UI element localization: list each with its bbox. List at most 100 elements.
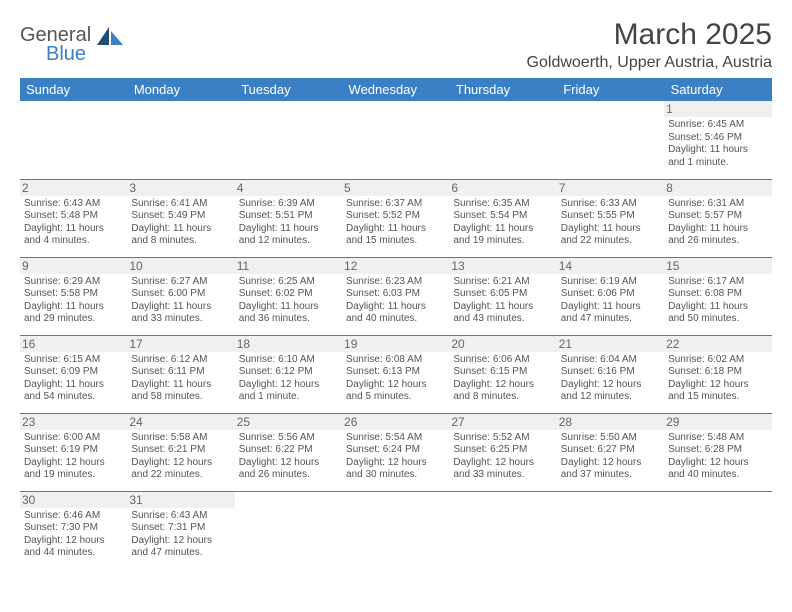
day-number: 13: [449, 258, 556, 274]
cell-line: Daylight: 11 hours: [561, 301, 660, 314]
cell-line: and 1 minute.: [668, 157, 767, 170]
cell-line: Daylight: 11 hours: [131, 223, 230, 236]
day-number: 5: [342, 180, 449, 196]
cell-line: and 30 minutes.: [346, 469, 445, 482]
cell-line: Sunrise: 6:21 AM: [453, 276, 552, 289]
cell-line: and 58 minutes.: [131, 391, 230, 404]
day-number: 14: [557, 258, 664, 274]
cell-line: and 8 minutes.: [453, 391, 552, 404]
cell-line: Sunrise: 6:29 AM: [24, 276, 123, 289]
cell-line: Sunrise: 6:33 AM: [561, 198, 660, 211]
cell-line: Sunrise: 6:23 AM: [346, 276, 445, 289]
cell-line: and 15 minutes.: [668, 391, 767, 404]
calendar-row: 30Sunrise: 6:46 AMSunset: 7:30 PMDayligh…: [20, 491, 772, 569]
cell-line: and 22 minutes.: [561, 235, 660, 248]
cell-line: Sunrise: 6:43 AM: [131, 510, 230, 523]
cell-line: Sunset: 5:49 PM: [131, 210, 230, 223]
cell-line: Daylight: 11 hours: [131, 379, 230, 392]
calendar-cell: 20Sunrise: 6:06 AMSunset: 6:15 PMDayligh…: [449, 335, 556, 413]
cell-line: Sunrise: 6:31 AM: [668, 198, 767, 211]
cell-line: Daylight: 11 hours: [239, 223, 338, 236]
calendar-cell: [20, 101, 127, 179]
cell-line: Sunset: 6:11 PM: [131, 366, 230, 379]
cell-line: Daylight: 11 hours: [346, 223, 445, 236]
cell-line: and 8 minutes.: [131, 235, 230, 248]
title-block: March 2025 Goldwoerth, Upper Austria, Au…: [527, 18, 772, 72]
cell-line: Sunset: 7:30 PM: [24, 522, 123, 535]
cell-line: and 12 minutes.: [561, 391, 660, 404]
cell-line: Sunset: 5:48 PM: [24, 210, 123, 223]
calendar-cell: 6Sunrise: 6:35 AMSunset: 5:54 PMDaylight…: [449, 179, 556, 257]
cell-line: Daylight: 11 hours: [668, 144, 767, 157]
cell-line: and 4 minutes.: [24, 235, 123, 248]
day-number: 30: [20, 492, 127, 508]
page-header: General Blue March 2025 Goldwoerth, Uppe…: [20, 18, 772, 72]
cell-line: Daylight: 12 hours: [668, 457, 767, 470]
cell-line: Daylight: 12 hours: [561, 457, 660, 470]
calendar-cell: 19Sunrise: 6:08 AMSunset: 6:13 PMDayligh…: [342, 335, 449, 413]
calendar-row: 2Sunrise: 6:43 AMSunset: 5:48 PMDaylight…: [20, 179, 772, 257]
cell-line: Sunrise: 5:48 AM: [668, 432, 767, 445]
cell-line: Daylight: 11 hours: [668, 223, 767, 236]
calendar-row: 16Sunrise: 6:15 AMSunset: 6:09 PMDayligh…: [20, 335, 772, 413]
calendar-cell: 13Sunrise: 6:21 AMSunset: 6:05 PMDayligh…: [449, 257, 556, 335]
cell-line: and 44 minutes.: [24, 547, 123, 560]
cell-line: Sunrise: 6:15 AM: [24, 354, 123, 367]
weekday-header: Thursday: [449, 78, 556, 101]
cell-line: Sunset: 6:00 PM: [131, 288, 230, 301]
calendar-row: 23Sunrise: 6:00 AMSunset: 6:19 PMDayligh…: [20, 413, 772, 491]
cell-line: Daylight: 12 hours: [561, 379, 660, 392]
cell-line: Daylight: 12 hours: [346, 379, 445, 392]
cell-line: and 12 minutes.: [239, 235, 338, 248]
cell-line: and 1 minute.: [239, 391, 338, 404]
cell-line: and 40 minutes.: [668, 469, 767, 482]
calendar-cell: 11Sunrise: 6:25 AMSunset: 6:02 PMDayligh…: [235, 257, 342, 335]
cell-line: Sunrise: 6:35 AM: [453, 198, 552, 211]
cell-line: Sunset: 5:58 PM: [24, 288, 123, 301]
calendar-body: 1Sunrise: 6:45 AMSunset: 5:46 PMDaylight…: [20, 101, 772, 569]
cell-line: and 33 minutes.: [131, 313, 230, 326]
weekday-header: Tuesday: [235, 78, 342, 101]
cell-line: Sunrise: 6:43 AM: [24, 198, 123, 211]
day-number: 6: [449, 180, 556, 196]
calendar-cell: 31Sunrise: 6:43 AMSunset: 7:31 PMDayligh…: [127, 491, 234, 569]
calendar-cell: [235, 101, 342, 179]
day-number: 21: [557, 336, 664, 352]
cell-line: and 19 minutes.: [453, 235, 552, 248]
calendar-cell: 9Sunrise: 6:29 AMSunset: 5:58 PMDaylight…: [20, 257, 127, 335]
calendar-cell: 28Sunrise: 5:50 AMSunset: 6:27 PMDayligh…: [557, 413, 664, 491]
cell-line: Sunrise: 6:37 AM: [346, 198, 445, 211]
sail-icon: [95, 25, 125, 47]
weekday-header: Monday: [127, 78, 234, 101]
cell-line: and 19 minutes.: [24, 469, 123, 482]
month-title: March 2025: [527, 18, 772, 52]
calendar-cell: 29Sunrise: 5:48 AMSunset: 6:28 PMDayligh…: [664, 413, 771, 491]
cell-line: Daylight: 12 hours: [453, 457, 552, 470]
day-number: 31: [127, 492, 234, 508]
cell-line: and 40 minutes.: [346, 313, 445, 326]
calendar-cell: 23Sunrise: 6:00 AMSunset: 6:19 PMDayligh…: [20, 413, 127, 491]
cell-line: Sunrise: 6:04 AM: [561, 354, 660, 367]
cell-line: Sunset: 6:21 PM: [131, 444, 230, 457]
cell-line: and 54 minutes.: [24, 391, 123, 404]
calendar-cell: 1Sunrise: 6:45 AMSunset: 5:46 PMDaylight…: [664, 101, 771, 179]
cell-line: and 26 minutes.: [668, 235, 767, 248]
cell-line: and 33 minutes.: [453, 469, 552, 482]
weekday-header: Sunday: [20, 78, 127, 101]
cell-line: Sunset: 5:54 PM: [453, 210, 552, 223]
calendar-cell: 4Sunrise: 6:39 AMSunset: 5:51 PMDaylight…: [235, 179, 342, 257]
calendar-cell: [235, 491, 342, 569]
cell-line: Sunrise: 6:12 AM: [131, 354, 230, 367]
cell-line: Daylight: 12 hours: [131, 535, 230, 548]
calendar-cell: [557, 101, 664, 179]
calendar-cell: 12Sunrise: 6:23 AMSunset: 6:03 PMDayligh…: [342, 257, 449, 335]
day-number: 20: [449, 336, 556, 352]
calendar-cell: [342, 491, 449, 569]
day-number: 17: [127, 336, 234, 352]
weekday-header-row: Sunday Monday Tuesday Wednesday Thursday…: [20, 78, 772, 101]
cell-line: Sunset: 6:24 PM: [346, 444, 445, 457]
calendar-cell: 25Sunrise: 5:56 AMSunset: 6:22 PMDayligh…: [235, 413, 342, 491]
cell-line: Daylight: 11 hours: [668, 301, 767, 314]
day-number: 10: [127, 258, 234, 274]
cell-line: Sunset: 6:05 PM: [453, 288, 552, 301]
